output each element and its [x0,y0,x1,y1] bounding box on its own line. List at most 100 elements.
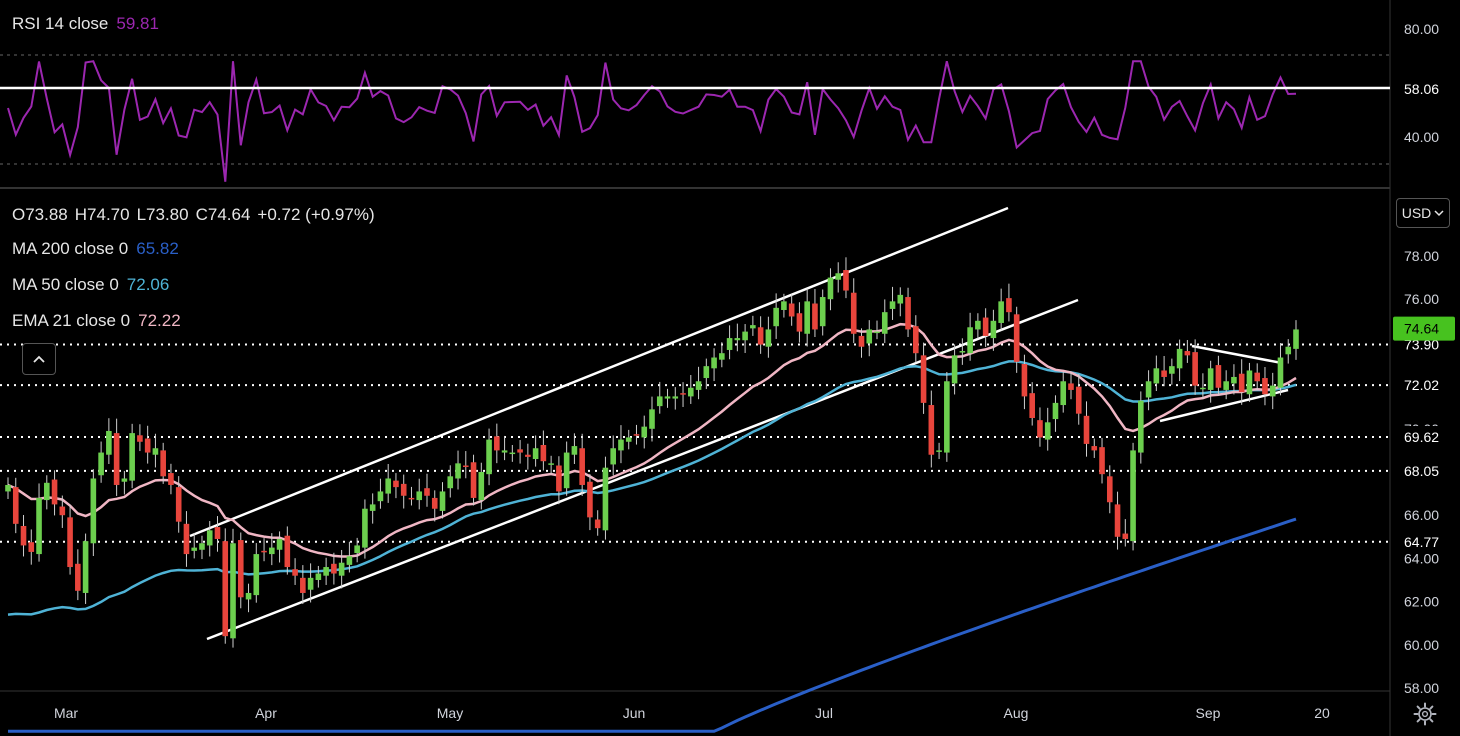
candle-body [439,491,446,511]
candle-body [59,506,66,516]
candle-body [975,320,981,330]
candle-body [385,478,391,494]
candles-group [5,257,1299,648]
time-tick-label: Sep [1196,705,1221,721]
candle-body [1130,450,1136,542]
candle-body [788,303,795,317]
candle-body [1037,420,1043,438]
candle-body [1138,400,1144,453]
candle-body [1192,352,1198,386]
candle-body [354,545,360,553]
candle-body [781,301,787,310]
candle-body [913,326,919,354]
rsi-tick-label: 80.00 [1404,21,1439,37]
candle-body [1006,298,1012,313]
candle-body [346,556,353,565]
candle-body [1029,393,1035,418]
candle-body [323,567,329,576]
candle-body [338,562,345,576]
time-tick-label: Apr [255,705,277,721]
candle-body [711,357,717,369]
candle-body [602,467,609,531]
candle-body [625,437,632,442]
candle-body [1060,381,1067,406]
ohlc-open: O73.88 [12,205,68,224]
candle-body [98,452,104,476]
candle-body [307,577,314,590]
level-badge-label: 64.77 [1404,534,1439,550]
candle-body [43,482,50,501]
candle-body [245,592,252,600]
candle-body [680,393,686,395]
candle-body [1262,378,1268,395]
time-tick-label: Jul [815,705,833,721]
candle-body [230,543,236,639]
candle-body [1153,368,1160,384]
time-tick-label: May [437,705,463,721]
candle-body [1106,476,1113,503]
level-badge [1391,374,1460,397]
time-tick-label: Jun [623,705,646,721]
candle-body [881,312,888,334]
candle-body [431,497,438,509]
candle-body [656,396,663,407]
candle-body [695,381,702,390]
candle-body [214,527,221,539]
candle-body [144,438,151,453]
candle-body [152,448,159,455]
candle-body [175,487,182,522]
candle-body [486,439,492,475]
candle-body [51,479,58,505]
ma50-legend: MA 50 close 0 72.06 [12,275,169,295]
price-tick-label: 76.00 [1404,291,1439,307]
candle-body [703,366,710,379]
candle-body [1231,376,1237,384]
candle-body [1075,386,1082,414]
candle-body [587,481,593,518]
candle-body [67,517,73,568]
candle-body [129,433,135,481]
candle-body [470,462,477,498]
ema21-legend-value: 72.22 [138,311,181,330]
ohlc-change: +0.72 (+0.97%) [257,205,375,224]
candle-body [850,292,857,334]
candle-body [1114,504,1121,537]
ema21-legend-label: EMA 21 close 0 [12,311,131,330]
candle-body [28,542,35,552]
time-tick-label: 20 [1314,705,1330,721]
candle-body [1013,314,1020,362]
settings-gear-icon[interactable] [1412,701,1438,727]
candle-body [1176,348,1183,369]
candle-body [951,355,958,384]
candle-body [571,446,578,455]
candle-body [812,303,818,330]
candle-body [1207,368,1214,390]
candle-body [292,569,298,576]
candle-body [1269,385,1276,397]
collapse-legend-button[interactable] [22,343,56,375]
candle-body [509,452,516,455]
rsi-legend-value: 59.81 [116,14,159,33]
candle-body [835,273,842,280]
candle-body [928,405,935,455]
currency-label: USD [1401,205,1432,221]
candle-body [300,577,306,593]
candle-body [424,488,430,496]
currency-button[interactable]: USD [1396,198,1450,228]
trend-line [1191,344,1283,365]
rsi-level-label: 58.06 [1404,81,1439,97]
candle-body [400,483,407,496]
candle-body [121,478,128,482]
candle-body [618,439,624,451]
candle-body [936,450,942,452]
candle-body [866,329,873,344]
price-tick-label: 66.00 [1404,507,1439,523]
candle-body [160,450,166,477]
level-badge-label: 68.05 [1404,463,1439,479]
candle-body [106,430,112,455]
candle-body [1246,370,1253,395]
candle-body [1083,415,1090,444]
candle-body [540,445,547,462]
candle-body [990,320,997,339]
